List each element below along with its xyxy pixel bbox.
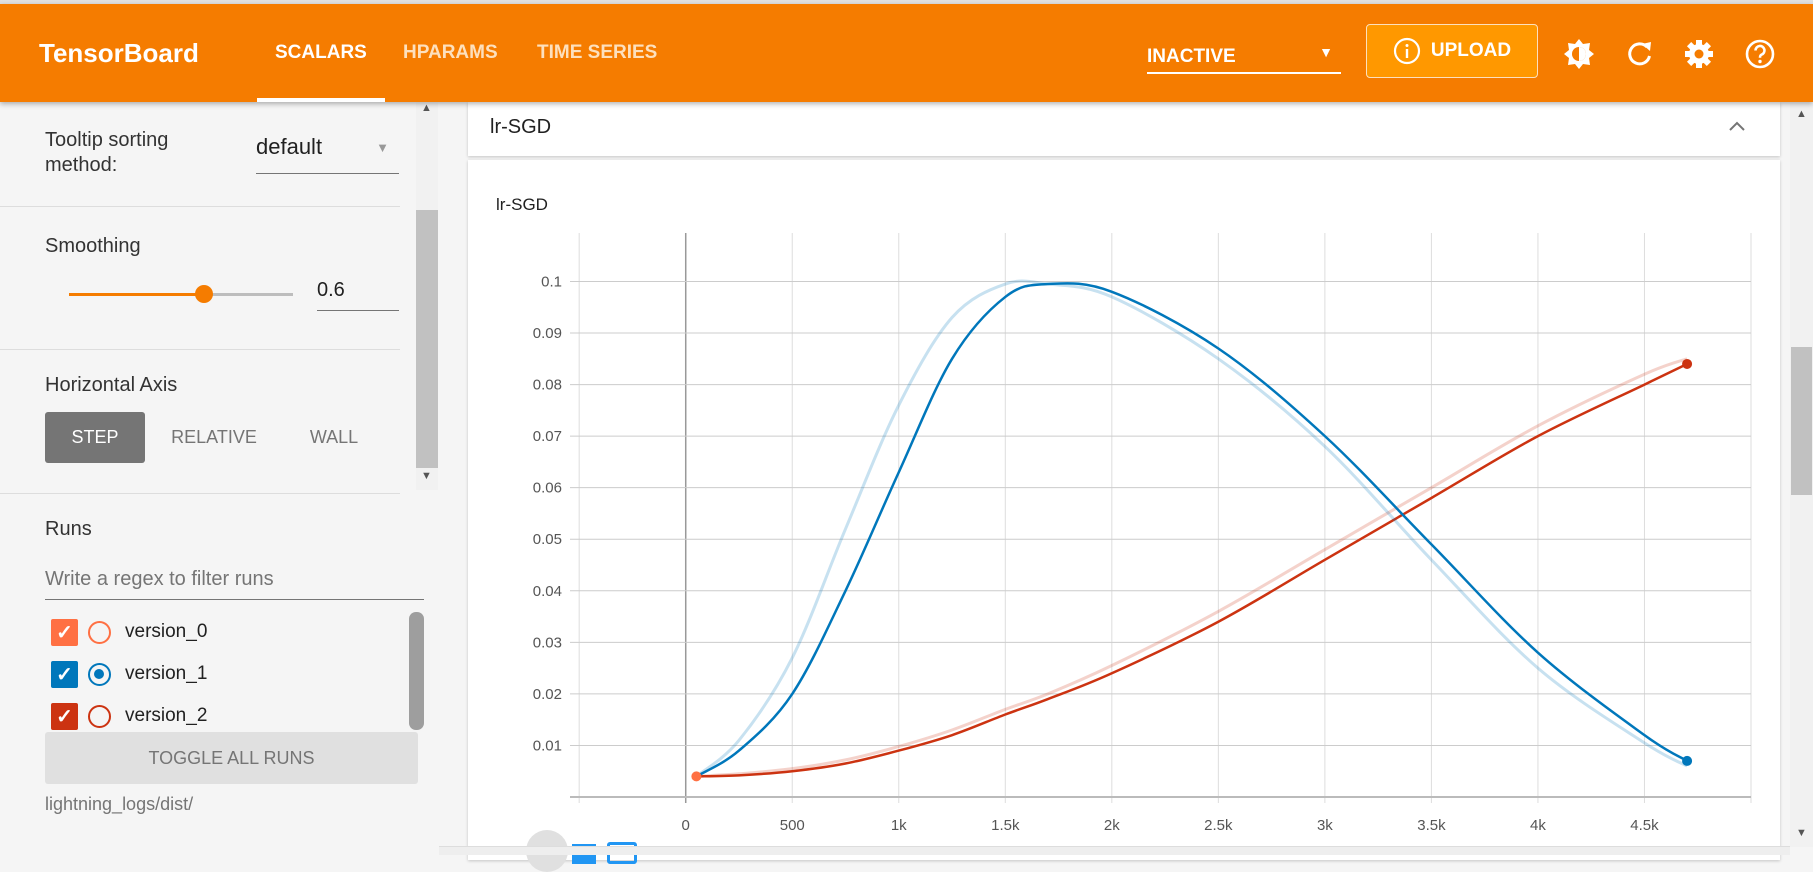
x-tick-label: 500 [780,817,805,834]
chevron-up-icon[interactable] [1728,120,1746,132]
tooltip-sorting-section: Tooltip sorting method: default ▼ [0,102,400,207]
tooltip-sorting-label: Tooltip sorting method: [45,129,169,176]
raw-line-version_1 [695,279,1688,778]
run-selector-value: INACTIVE [1147,46,1236,67]
tooltip-sorting-value: default [256,134,323,159]
chevron-down-icon: ▼ [1319,44,1333,60]
runs-filter-input[interactable] [45,560,424,600]
horizontal-axis-section: Horizontal Axis STEP RELATIVE WALL [0,350,400,494]
refresh-icon[interactable] [1624,38,1656,70]
run-selector-dropdown[interactable]: INACTIVE ▼ [1147,34,1341,74]
tab-time-series[interactable]: TIME SERIES [537,42,658,63]
scroll-down-icon[interactable]: ▼ [1796,827,1807,839]
run-checkbox[interactable]: ✓ [51,702,78,730]
tab-scalars[interactable]: SCALARS [275,42,367,63]
end-point-version_1 [1682,755,1693,766]
y-tick-label: 0.06 [533,480,562,497]
run-checkbox[interactable]: ✓ [51,618,78,646]
smoothing-input[interactable]: 0.6 [317,269,399,311]
help-icon[interactable] [1744,38,1776,70]
horizontal-axis-label: Horizontal Axis [45,374,178,396]
run-radio[interactable] [88,704,111,728]
run-item-version-0[interactable]: ✓ version_0 [51,617,207,647]
smoothed-line-version_1 [695,282,1688,778]
upload-label: UPLOAD [1430,40,1512,61]
info-icon [1393,37,1420,65]
app-title: TensorBoard [39,38,199,68]
run-item-version-2[interactable]: ✓ version_2 [51,701,207,731]
card-header[interactable]: lr-SGD [468,102,1780,156]
y-tick-label: 0.04 [533,583,562,600]
y-tick-label: 0.07 [533,428,562,445]
runs-list-scrollbar[interactable] [409,612,424,730]
raw-line-version_2 [696,357,1688,778]
smoothing-slider-thumb[interactable] [195,285,213,303]
smoothing-slider-fill [69,293,204,296]
smoothed-line-version_2 [696,362,1688,778]
run-name: version_0 [125,621,208,642]
axis-wall-button[interactable]: WALL [309,427,359,447]
run-name: version_1 [125,663,208,684]
tab-hparams[interactable]: HPARAMS [403,42,498,63]
x-tick-label: 4k [1530,817,1546,834]
chart-card: lr-SGD 0.01 0.02 0.03 0.04 0.05 0.06 0.07 0.08 0… [468,160,1780,872]
x-tick-label: 1.5k [991,817,1020,834]
x-tick-label: 3.5k [1417,817,1446,834]
axis-relative-button[interactable]: RELATIVE [171,427,257,447]
sidebar: Tooltip sorting method: default ▼ Smooth… [0,102,439,855]
y-tick-label: 0.05 [533,531,562,548]
log-dir-label: lightning_logs/dist/ [45,794,194,814]
main-content: lr-SGD lr-SGD 0.01 0.02 0.03 0.04 0.05 0.06 0.… [439,102,1790,872]
tooltip-sorting-dropdown[interactable]: default ▼ [256,134,399,174]
scroll-down-icon[interactable]: ▼ [421,470,432,482]
run-name: version_2 [125,705,208,726]
sidebar-scrollbar[interactable]: ▲ ▼ [416,102,438,490]
runs-label: Runs [45,518,92,540]
end-point-version_0 [691,771,702,782]
x-tick-label: 1k [891,817,907,834]
smoothing-slider[interactable] [69,285,293,303]
active-tab-indicator [257,98,385,102]
line-chart[interactable]: 0.01 0.02 0.03 0.04 0.05 0.06 0.07 0.08 0.09 0.1 0… [468,160,1780,860]
run-radio[interactable] [88,620,111,644]
chevron-down-icon: ▼ [376,140,389,155]
y-tick-label: 0.03 [533,634,562,651]
smoothing-section: Smoothing 0.6 [0,207,400,350]
run-radio[interactable] [88,662,111,686]
scroll-up-icon[interactable]: ▲ [1796,108,1807,120]
y-tick-label: 0.01 [533,737,562,754]
sidebar-scrollbar-thumb[interactable] [416,210,438,468]
x-tick-label: 2k [1104,817,1120,834]
y-tick-label: 0.09 [533,325,562,342]
y-tick-label: 0.02 [533,686,562,703]
top-app-bar: TensorBoard SCALARS HPARAMS TIME SERIES … [0,4,1813,102]
bottom-edge [439,846,1790,855]
run-checkbox[interactable]: ✓ [51,660,78,688]
x-tick-label: 4.5k [1630,817,1659,834]
brightness-icon[interactable] [1563,38,1595,70]
run-item-version-1[interactable]: ✓ version_1 [51,659,207,689]
y-tick-label: 0.08 [533,377,562,394]
toggle-all-runs-button[interactable]: TOGGLE ALL RUNS [45,732,418,784]
smoothing-label: Smoothing [45,235,141,257]
x-tick-label: 3k [1317,817,1333,834]
axis-step-button[interactable]: STEP [45,412,145,463]
x-tick-label: 2.5k [1204,817,1233,834]
page-scrollbar[interactable]: ▲ ▼ [1790,102,1813,847]
page-scrollbar-thumb[interactable] [1791,347,1812,495]
upload-button[interactable]: UPLOAD [1366,24,1538,78]
window-top-border [0,0,1813,4]
end-point-version_2 [1682,358,1693,369]
scroll-up-icon[interactable]: ▲ [421,102,432,114]
y-tick-label: 0.1 [541,273,562,290]
chart-title: lr-SGD [496,195,548,214]
x-tick-label: 0 [682,817,690,834]
settings-icon[interactable] [1683,38,1715,70]
card-header-title: lr-SGD [490,116,552,138]
